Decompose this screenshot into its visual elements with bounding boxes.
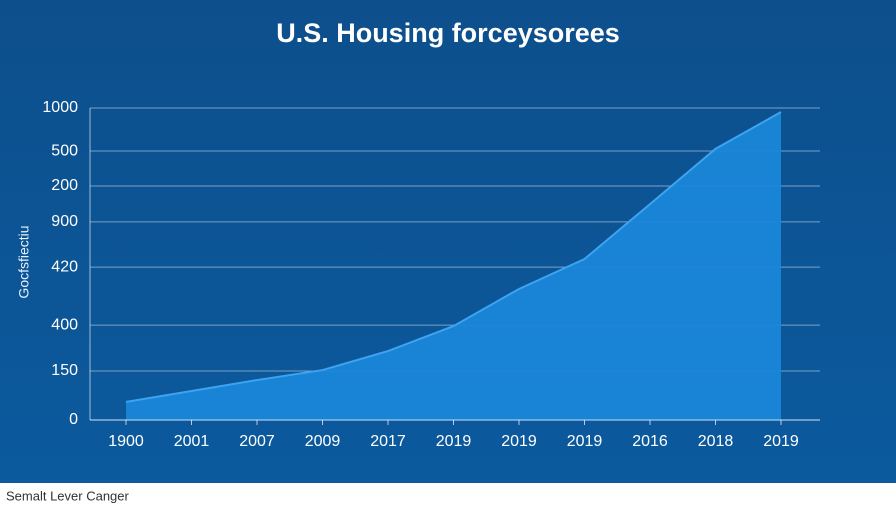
chart-title: U.S. Housing forceysorees (276, 18, 620, 48)
area-line (125, 111, 782, 403)
x-tick-label: 2018 (698, 433, 734, 450)
x-tick-label: 2007 (239, 433, 275, 450)
area (126, 112, 781, 420)
x-tick-label: 2017 (370, 433, 406, 450)
x-tick-label: 2009 (305, 433, 341, 450)
y-tick-label: 200 (51, 177, 78, 194)
y-tick-label: 500 (51, 142, 78, 159)
x-tick-label: 2019 (763, 433, 799, 450)
y-axis-label: Gocfsfiectiu (16, 225, 32, 298)
x-tick-label: 2019 (501, 433, 537, 450)
y-tick-label: 400 (51, 316, 78, 333)
y-tick-label: 150 (51, 362, 78, 379)
x-tick-label: 2019 (436, 433, 472, 450)
y-tick-label: 0 (69, 411, 78, 428)
x-tick-label: 2001 (174, 433, 210, 450)
y-tick-label: 420 (51, 258, 78, 275)
x-tick-label: 2016 (632, 433, 668, 450)
y-tick-label: 900 (51, 213, 78, 230)
footer: Semalt Lever Canger (6, 488, 130, 503)
x-tick-label: 1900 (108, 433, 144, 450)
y-tick-label: 1000 (42, 99, 78, 116)
x-tick-label: 2019 (567, 433, 603, 450)
